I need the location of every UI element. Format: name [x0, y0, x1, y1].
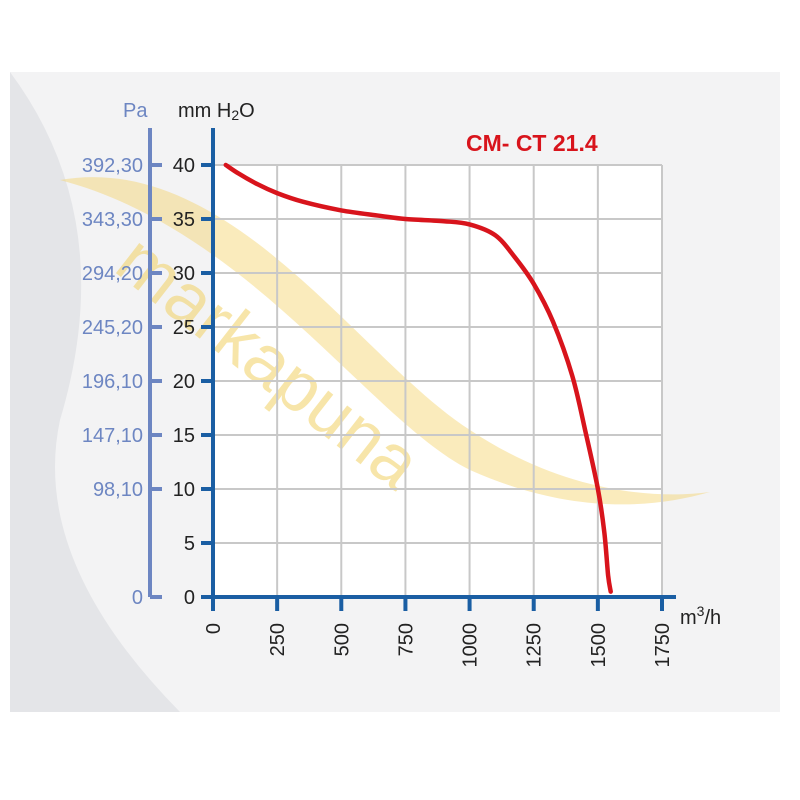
pa-tick-label: 0 [132, 587, 143, 609]
y-tick-label: 10 [173, 479, 195, 501]
x-axis-unit-base: m [680, 607, 697, 629]
x-tick-label: 1500 [588, 623, 610, 668]
x-tick-label: 500 [331, 623, 353, 656]
y-tick-label: 35 [173, 209, 195, 231]
x-axis-ticks: 0 250 500 750 1000 1250 1500 1750 [203, 597, 674, 668]
x-axis-unit: m3/h [680, 603, 721, 629]
x-axis-unit-tail: /h [704, 607, 721, 629]
pa-tick-label: 98,10 [93, 479, 143, 501]
mm-axis-title-main: mm H [178, 100, 231, 122]
mm-axis-title-subscript: 2 [231, 107, 239, 123]
pa-tick-label: 392,30 [82, 155, 143, 177]
x-tick-label: 1250 [524, 623, 546, 668]
y-tick-label: 15 [173, 425, 195, 447]
mm-axis-title-tail: O [239, 100, 255, 122]
chart-title: CM- CT 21.4 [466, 130, 598, 156]
pa-tick-label: 147,10 [82, 425, 143, 447]
y-tick-label: 5 [184, 533, 195, 555]
series-line-curve [223, 162, 613, 594]
pa-tick-label: 294,20 [82, 263, 143, 285]
y-tick-label: 0 [184, 587, 195, 609]
pa-axis-title: Pa [123, 100, 148, 122]
y-tick-label: 25 [173, 317, 195, 339]
pa-tick-label: 196,10 [82, 371, 143, 393]
x-axis-unit-superscript: 3 [697, 603, 705, 619]
y-tick-label: 30 [173, 263, 195, 285]
pa-axis-ticks: 0 98,10 147,10 196,10 245,20 294,20 343,30 392,… [82, 155, 162, 609]
pa-tick-label: 245,20 [82, 317, 143, 339]
x-tick-label: 250 [267, 623, 289, 656]
background-shading [10, 72, 180, 712]
y-tick-label: 40 [173, 155, 195, 177]
x-tick-label: 750 [395, 623, 417, 656]
x-tick-label: 1000 [460, 623, 482, 668]
x-tick-label: 0 [203, 623, 225, 634]
grid [213, 164, 663, 597]
watermark-swoosh [60, 177, 710, 505]
y-tick-label: 20 [173, 371, 195, 393]
mm-axis-title: mm H2O [178, 100, 255, 123]
x-tick-label: 1750 [652, 623, 674, 668]
pa-tick-label: 343,30 [82, 209, 143, 231]
